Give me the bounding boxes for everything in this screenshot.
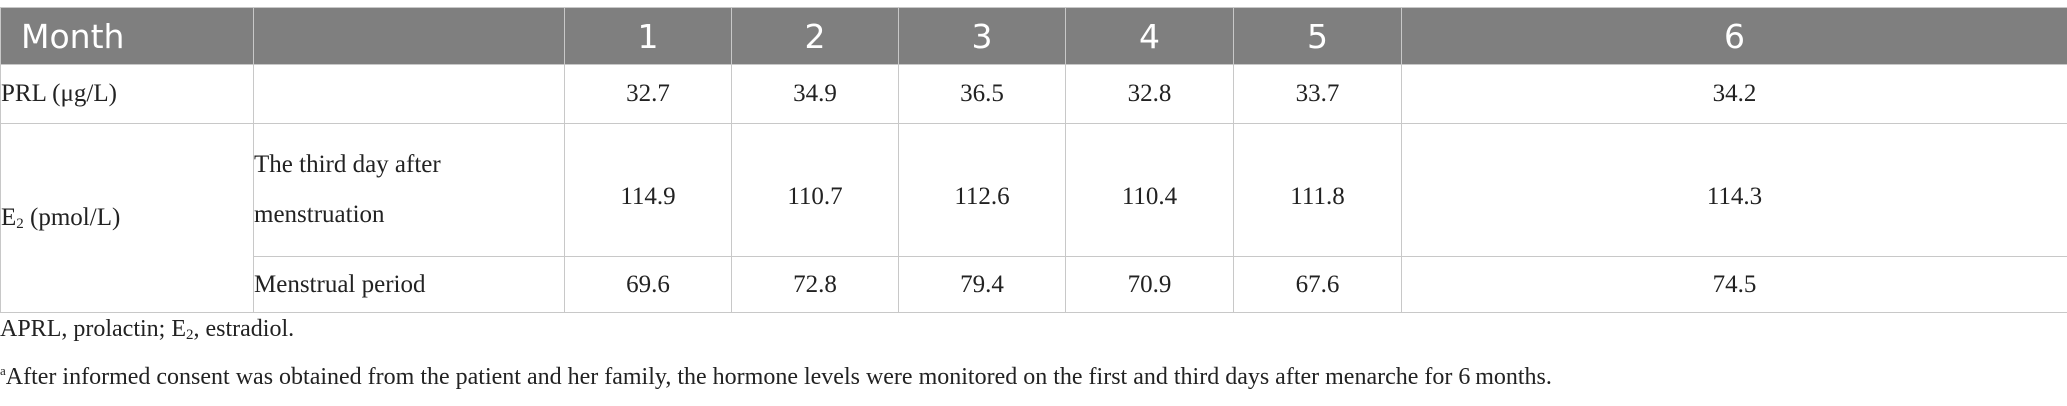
table-cell: 72.8 (731, 256, 899, 313)
table-row-e2-menstrual: Menstrual period 69.6 72.8 79.4 70.9 67.… (1, 256, 2067, 313)
table-cell: 69.6 (564, 256, 732, 313)
header-month-6: 6 (1401, 7, 2067, 65)
table-cell: 36.5 (898, 64, 1066, 124)
sublabel-third-day-line1: The third day after (254, 151, 441, 178)
sublabel-third-day-line2: menstruation (254, 201, 385, 228)
header-month-2: 2 (731, 7, 899, 65)
footnote-marker: a (0, 363, 6, 378)
table-cell: 67.6 (1233, 256, 1402, 313)
table-cell: 33.7 (1233, 64, 1402, 124)
table-cell: 34.2 (1401, 64, 2067, 124)
consent-footnote: aAfter informed consent was obtained fro… (0, 363, 1552, 391)
row-label-prl: PRL (μg/L) (0, 64, 254, 124)
sublabel-menstrual-period: Menstrual period (253, 256, 565, 313)
table-cell: 114.3 (1401, 123, 2067, 257)
abbrev-part1: APRL, prolactin; E (0, 316, 186, 342)
table-cell: 32.8 (1065, 64, 1234, 124)
empty-cell (253, 64, 565, 124)
table-cell: 114.9 (564, 123, 732, 257)
abbrev-part2: , estradiol. (193, 316, 295, 342)
header-month-1: 1 (564, 7, 732, 65)
e2-subscript: 2 (16, 215, 24, 232)
header-month-4: 4 (1065, 7, 1234, 65)
table-cell: 112.6 (898, 123, 1066, 257)
table-cell: 34.9 (731, 64, 899, 124)
abbreviation-footnote: APRL, prolactin; E2, estradiol. (0, 316, 294, 344)
table-cell: 32.7 (564, 64, 732, 124)
footnote-text: After informed consent was obtained from… (5, 364, 1552, 390)
header-month-5: 5 (1233, 7, 1402, 65)
row-label-e2: E2 (pmol/L) (0, 123, 254, 313)
sublabel-third-day: The third day after menstruation (253, 123, 565, 257)
abbrev-subscript: 2 (185, 327, 194, 343)
table-cell: 79.4 (898, 256, 1066, 313)
table-cell: 111.8 (1233, 123, 1402, 257)
header-row: Month 1 2 3 4 5 6 (0, 7, 2067, 65)
table-row-e2-third-day: E2 (pmol/L) The third day after menstruat… (0, 123, 2067, 313)
header-blank (253, 7, 565, 65)
hormone-table: Month 1 2 3 4 5 6 PRL (μg/L) 32.7 34.9 3… (0, 7, 2067, 313)
e2-unit: (pmol/L) (23, 203, 121, 231)
e2-symbol: E (1, 203, 17, 231)
table-cell: 74.5 (1401, 256, 2067, 313)
table-cell: 70.9 (1065, 256, 1234, 313)
header-month: Month (0, 7, 254, 65)
table-cell: 110.7 (731, 123, 899, 257)
table-row-prl: PRL (μg/L) 32.7 34.9 36.5 32.8 33.7 34.2 (0, 64, 2067, 124)
header-month-3: 3 (898, 7, 1066, 65)
table-cell: 110.4 (1065, 123, 1234, 257)
